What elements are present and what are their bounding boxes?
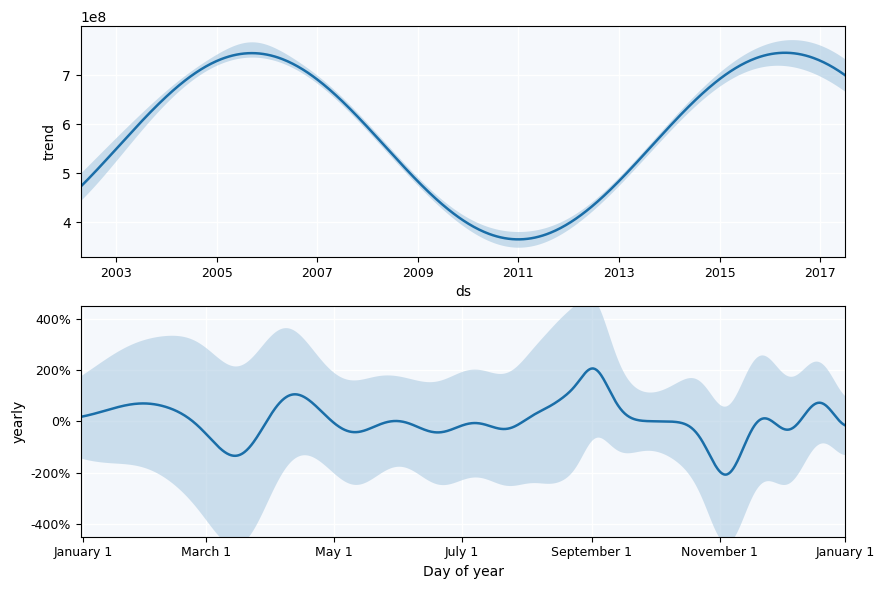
- Y-axis label: yearly: yearly: [12, 399, 25, 443]
- Y-axis label: trend: trend: [43, 123, 57, 160]
- X-axis label: ds: ds: [455, 285, 471, 299]
- X-axis label: Day of year: Day of year: [423, 565, 503, 579]
